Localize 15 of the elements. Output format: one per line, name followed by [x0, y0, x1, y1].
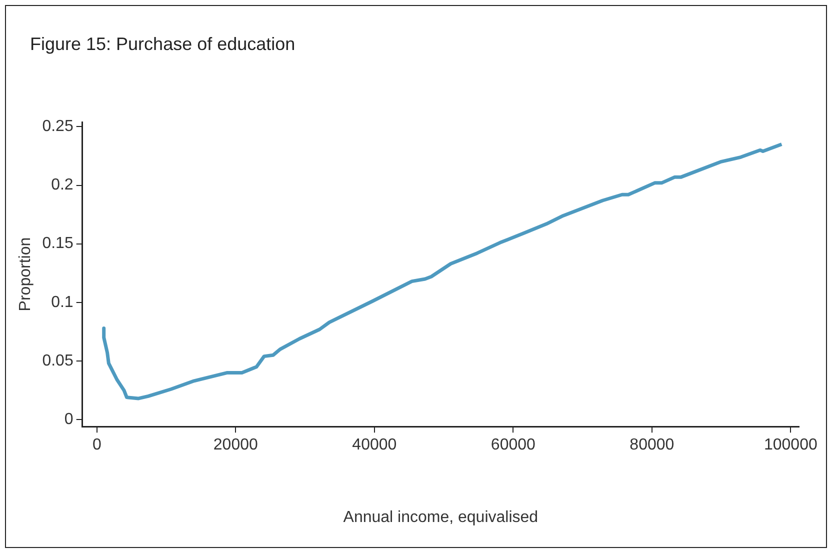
y-tick-label: 0.05 — [42, 352, 74, 370]
x-tick-label: 20000 — [213, 436, 258, 454]
x-axis-title: Annual income, equivalised — [343, 508, 538, 526]
x-tick-label: 100000 — [764, 436, 818, 454]
x-tick-label: 0 — [92, 436, 102, 454]
x-tick-label: 60000 — [490, 436, 536, 454]
x-tick-label: 40000 — [352, 436, 397, 454]
y-tick-label: 0.2 — [51, 176, 74, 194]
y-tick-label: 0 — [64, 410, 74, 428]
y-tick-label: 0.25 — [42, 118, 74, 136]
x-tick-label: 80000 — [630, 436, 674, 454]
y-axis-title: Proportion — [17, 237, 34, 312]
chart-title: Figure 15: Purchase of education — [30, 34, 296, 55]
y-tick-label: 0.15 — [42, 235, 74, 252]
y-tick-label: 0.1 — [51, 294, 74, 311]
